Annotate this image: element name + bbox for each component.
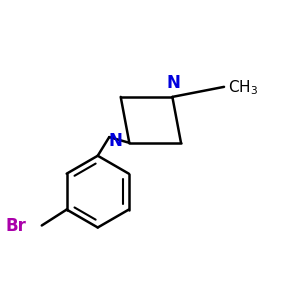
Text: CH$_3$: CH$_3$ [228,78,259,97]
Text: Br: Br [5,217,26,235]
Text: N: N [108,131,122,149]
Text: N: N [167,74,181,92]
